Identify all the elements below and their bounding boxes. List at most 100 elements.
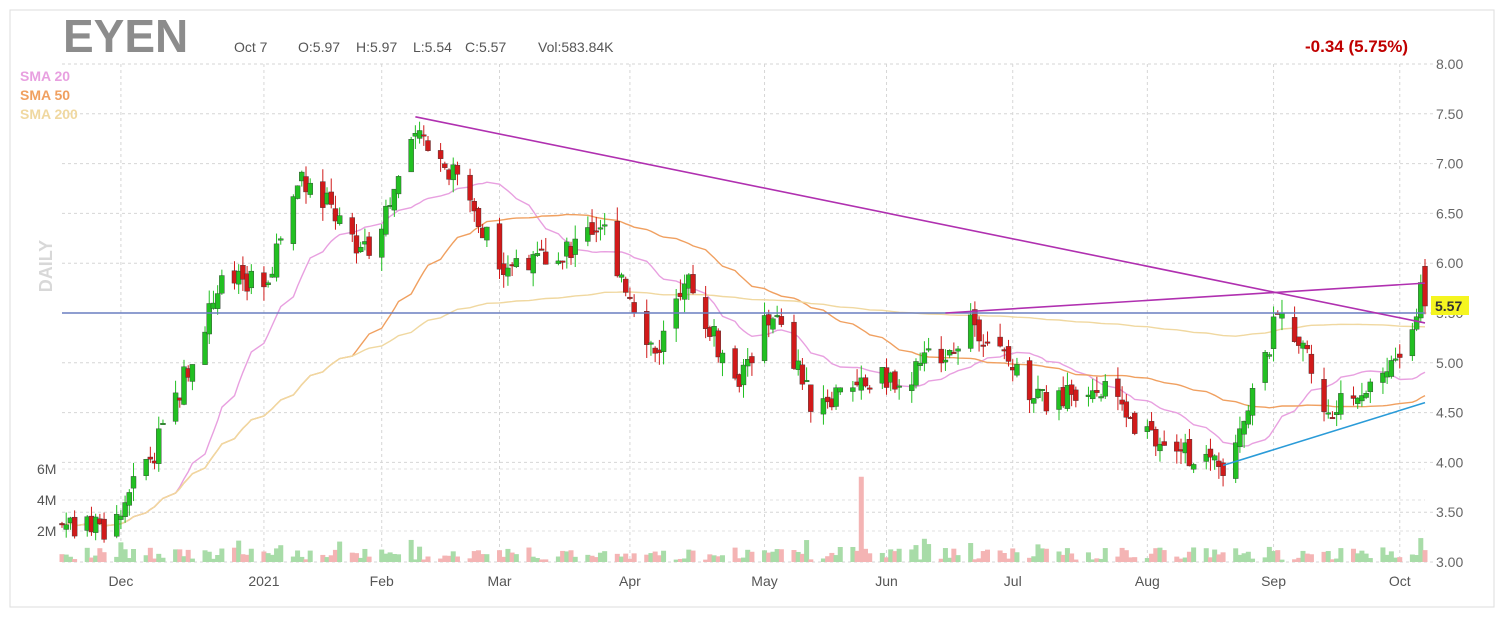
candle-body — [408, 139, 414, 173]
volume-bar — [328, 555, 334, 562]
candlestick — [328, 178, 334, 209]
volume-bar — [614, 553, 620, 562]
volume-bar — [909, 549, 915, 562]
candlestick — [543, 237, 549, 265]
candle-body — [206, 303, 212, 335]
volume-bar — [597, 552, 603, 562]
volume-bar — [484, 554, 490, 562]
candle-body — [593, 230, 599, 233]
x-tick-label: Jun — [875, 573, 898, 589]
candlestick — [1409, 322, 1416, 361]
volume-bar — [690, 550, 696, 562]
volume-bar — [1132, 557, 1138, 562]
volume-bar — [732, 547, 738, 562]
candlestick — [837, 387, 843, 395]
volume-bar — [206, 551, 212, 562]
volume-bar — [854, 550, 860, 562]
candlestick — [442, 161, 448, 170]
volume-bar — [955, 555, 961, 562]
candlestick — [113, 505, 120, 539]
candle-body — [774, 315, 780, 318]
volume-bar — [917, 559, 923, 562]
candle-body — [627, 296, 633, 299]
volume-bar — [412, 559, 418, 562]
candle-body — [294, 185, 301, 199]
volume-bar — [1266, 546, 1272, 562]
candle-body — [614, 221, 620, 277]
candlestick — [92, 513, 99, 541]
candlestick — [601, 213, 608, 236]
volume-bar — [93, 555, 99, 562]
volume-bar — [1001, 553, 1007, 562]
volume-bar — [1216, 554, 1222, 562]
x-tick-label: Jul — [1004, 573, 1022, 589]
candle-body — [122, 502, 128, 517]
candlestick — [475, 206, 482, 234]
candlestick — [913, 358, 919, 389]
volume-bar — [299, 556, 305, 562]
candle-body — [1089, 390, 1096, 400]
candlestick — [833, 384, 839, 410]
candlestick — [1329, 411, 1336, 420]
candle-body — [1148, 421, 1155, 431]
candlestick — [1161, 430, 1167, 446]
candle-body — [126, 492, 133, 506]
candlestick — [1211, 454, 1218, 470]
channel-trend-line — [945, 282, 1426, 314]
candlestick — [454, 161, 461, 186]
candle-body — [349, 217, 355, 235]
candle-body — [1211, 455, 1218, 461]
volume-bar — [1388, 551, 1394, 562]
candle-body — [1409, 329, 1416, 357]
candlestick — [1005, 339, 1012, 367]
volume-bar — [236, 540, 242, 562]
candle-body — [1350, 395, 1357, 399]
candle-body — [496, 223, 503, 270]
volume-bar — [1085, 552, 1091, 562]
candlestick — [1026, 357, 1033, 414]
quote-open: O:5.97 — [298, 39, 340, 55]
candlestick — [450, 157, 456, 193]
candle-body — [1304, 345, 1310, 350]
candlestick — [1064, 372, 1071, 412]
candlestick — [803, 367, 810, 383]
volume-bar — [1144, 558, 1150, 562]
x-tick-label: Feb — [370, 573, 394, 589]
volume-bar — [1006, 558, 1012, 562]
candlestick — [126, 489, 133, 516]
candlestick — [681, 274, 688, 313]
candlestick — [559, 260, 566, 270]
volume-bar — [837, 547, 843, 562]
candle-body — [972, 309, 978, 326]
candle-body — [909, 384, 915, 391]
candlestick — [648, 340, 654, 356]
volume-bar — [623, 553, 629, 562]
volume-bar — [337, 541, 343, 562]
candle-body — [130, 476, 137, 489]
volume-bar — [248, 548, 254, 562]
candlestick — [1300, 340, 1306, 362]
volume-bar — [1102, 548, 1108, 562]
volume-bar — [1174, 556, 1180, 562]
y-tick-label: 8.00 — [1436, 56, 1463, 72]
candlestick — [147, 446, 154, 463]
volume-bar — [143, 555, 149, 562]
candlestick — [172, 380, 179, 425]
candlestick — [214, 285, 221, 315]
candlestick — [820, 385, 827, 425]
volume-bar — [791, 550, 797, 562]
candle-body — [391, 188, 398, 211]
candlestick — [1203, 445, 1209, 470]
volume-bar — [269, 554, 275, 562]
candlestick — [1270, 306, 1277, 362]
volume-bar — [543, 559, 549, 562]
volume-bar — [703, 559, 709, 562]
x-tick-label: May — [751, 573, 777, 589]
candle-body — [332, 208, 339, 222]
volume-bar — [770, 551, 776, 562]
volume-bar — [1292, 559, 1298, 562]
candlestick — [349, 212, 355, 243]
candle-body — [1397, 353, 1403, 358]
volume-bar — [1308, 554, 1314, 562]
